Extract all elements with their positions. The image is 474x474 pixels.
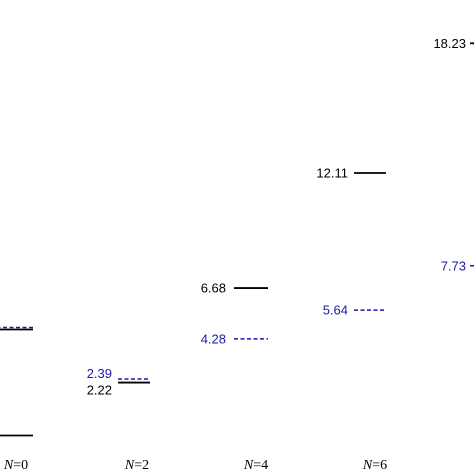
- column-label-variable: N: [243, 458, 254, 473]
- column-label-value: =2: [134, 458, 149, 473]
- column-label-variable: N: [362, 458, 373, 473]
- column-label-variable: N: [124, 458, 135, 473]
- level-value-label: 12.11: [316, 165, 348, 180]
- column-label: N=2: [124, 458, 149, 473]
- column-label-value: =6: [372, 458, 387, 473]
- column-label: N=6: [362, 458, 387, 473]
- level-value-label: 5.64: [323, 303, 348, 318]
- level-value-label: 7.73: [441, 258, 466, 273]
- column-label-value: =4: [253, 458, 268, 473]
- level-value-label: 6.68: [201, 281, 226, 296]
- column-label: N=0: [3, 458, 28, 473]
- level-value-label: 18.23: [433, 36, 466, 51]
- column-label: N=4: [243, 458, 268, 473]
- column-label-value: =0: [13, 458, 28, 473]
- level-value-label: 4.28: [201, 331, 226, 346]
- column-label-variable: N: [3, 458, 14, 473]
- level-value-label: 2.22: [87, 383, 112, 398]
- level-value-label: 2.39: [87, 366, 112, 381]
